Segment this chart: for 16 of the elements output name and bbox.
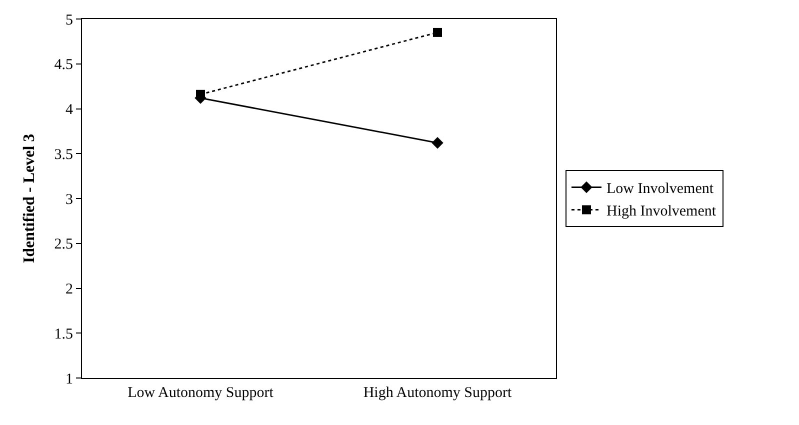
legend-label: High Involvement — [606, 204, 717, 220]
y-tick-label: 3.5 — [54, 146, 73, 163]
y-tick-label: 4 — [66, 102, 74, 118]
y-tick-label: 4.5 — [54, 57, 73, 74]
x-tick-label: High Autonomy Support — [363, 385, 512, 401]
y-tick-label: 3 — [66, 192, 73, 208]
y-tick-label: 2.5 — [54, 236, 73, 253]
y-tick-label: 1 — [66, 371, 73, 388]
point — [433, 28, 442, 37]
x-tick-label: Low Autonomy Support — [128, 385, 274, 401]
y-tick-label: 1.5 — [54, 326, 73, 342]
point — [432, 137, 444, 149]
y-tick-label: 2 — [66, 282, 73, 298]
y-axis-title: Identified - Level 3 — [21, 134, 38, 264]
y-tick-label: 5 — [66, 12, 73, 28]
legend-label: Low Involvement — [606, 181, 714, 198]
